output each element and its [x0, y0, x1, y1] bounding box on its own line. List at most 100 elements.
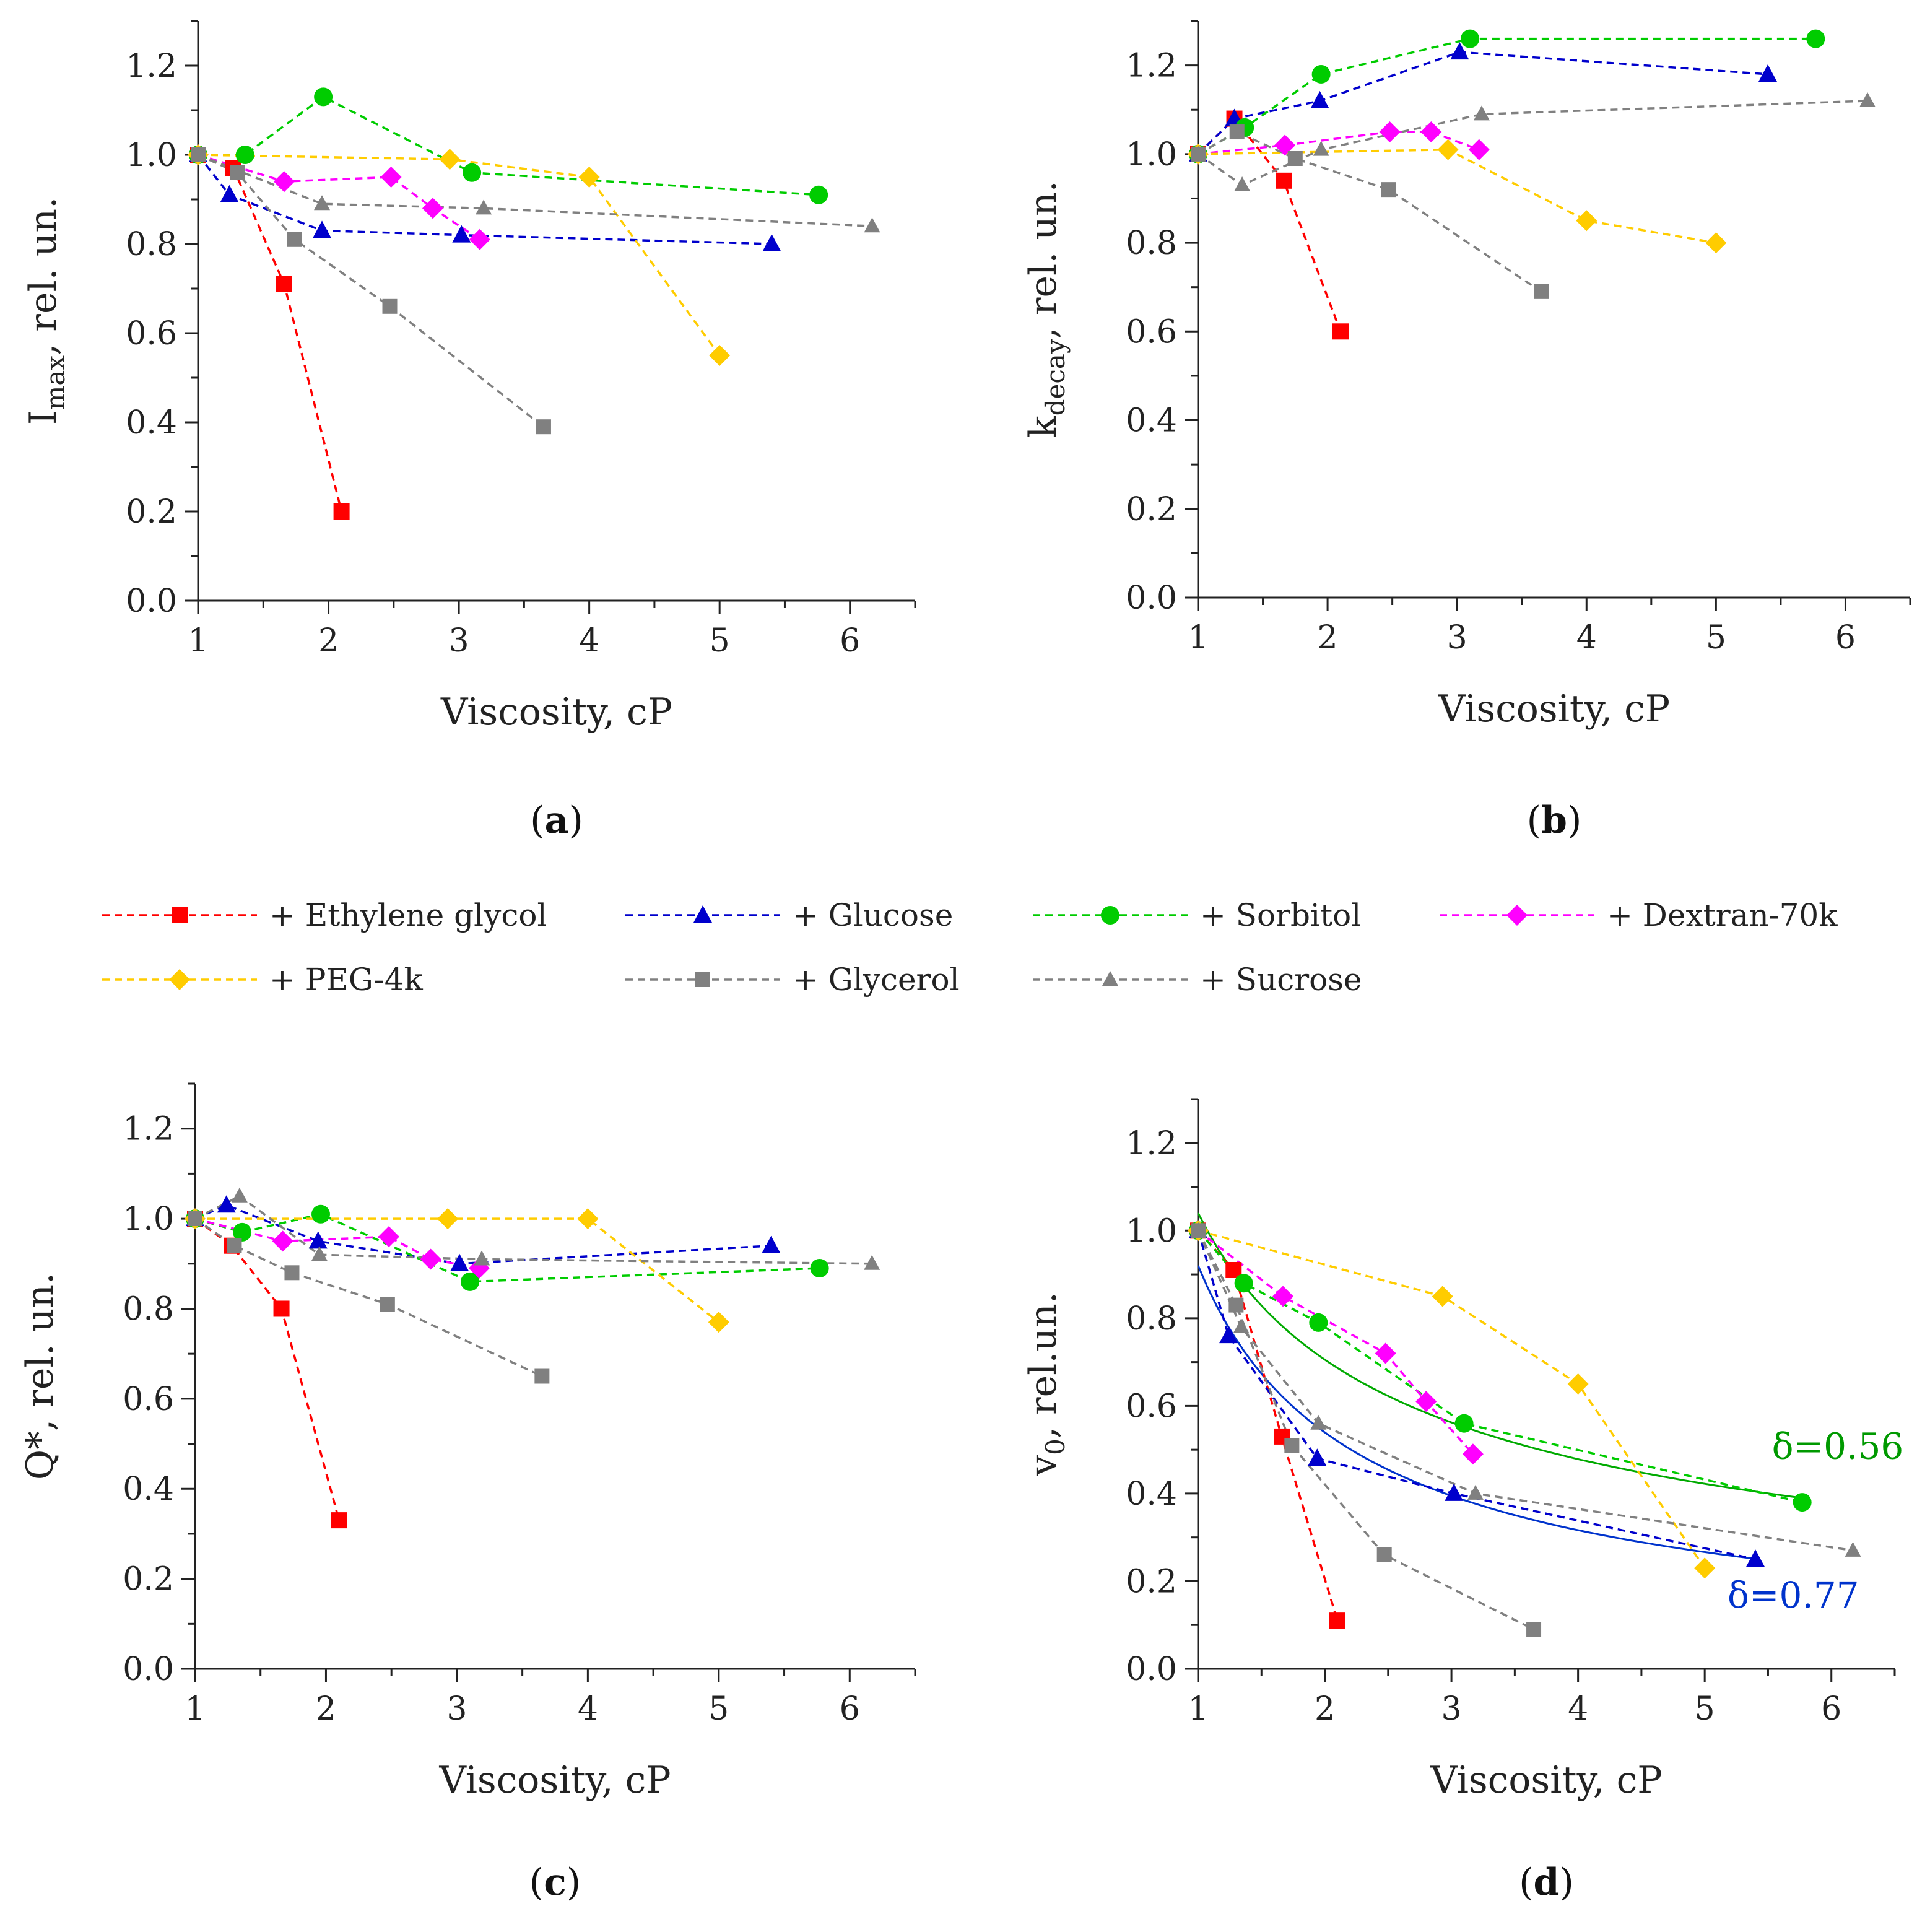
data-point-sorbitol	[810, 1259, 829, 1278]
data-point-dextran-70k	[1375, 1342, 1396, 1364]
legend-marker	[1102, 971, 1118, 986]
y-tick-label: 0.0	[123, 1651, 174, 1688]
data-point-ethylene-glycol	[273, 1300, 290, 1317]
legend-marker	[1506, 905, 1528, 926]
data-point-peg-4k	[1576, 210, 1597, 232]
data-point-dextran-70k	[1468, 139, 1490, 160]
x-tick-label: 1	[185, 1690, 205, 1728]
data-point-glucose	[762, 234, 781, 251]
data-point-sucrose	[1190, 145, 1206, 160]
data-point-peg-4k	[577, 1208, 599, 1230]
data-point-sucrose	[1233, 1318, 1250, 1333]
x-tick-label: 6	[1821, 1690, 1841, 1728]
legend-item-ethylene-glycol: + Ethylene glycol	[102, 897, 547, 933]
data-point-glycerol	[1526, 1622, 1542, 1637]
panel-label: (d)	[1519, 1861, 1574, 1904]
panel-label: (b)	[1527, 799, 1582, 842]
data-point-sorbitol	[314, 87, 333, 107]
legend-marker	[1101, 906, 1119, 925]
y-axis-label-rest: , rel.un.	[1022, 1292, 1065, 1438]
panel-d: 1 2 3 4 5 6 0.0 0.2 0.4 0.6 0.8 1.0 1.2 Viscosity, cP…	[1022, 1098, 1904, 1904]
data-point-sorbitol	[311, 1204, 330, 1224]
x-tick-label: 6	[840, 622, 860, 659]
data-point-sucrose	[187, 1210, 203, 1225]
fit-curve-sorbitol-fit	[1197, 1212, 1802, 1499]
x-tick-label: 2	[318, 622, 339, 659]
fit-annotation: δ=0.56	[1772, 1425, 1904, 1467]
y-tick-label: 0.0	[126, 583, 177, 620]
y-axis-label-rest: , rel. un.	[22, 197, 65, 355]
series-line-peg-4k	[1198, 148, 1716, 244]
data-point-sucrose	[864, 1255, 880, 1270]
panel-label: (a)	[530, 799, 583, 842]
y-tick-label: 1.2	[1126, 1125, 1177, 1162]
data-point-sucrose	[1234, 176, 1251, 191]
y-tick-label: 0.6	[1126, 313, 1177, 350]
y-axis-label: Imax, rel. un.	[22, 197, 71, 425]
y-tick-label: 0.2	[126, 494, 177, 531]
x-tick-label: 2	[316, 1690, 336, 1728]
y-axis-label-main: I	[22, 410, 65, 425]
y-tick-label: 0.8	[1126, 225, 1177, 262]
panel-a: 1 2 3 4 5 6 0.0 0.2 0.4 0.6 0.8 1.0 1.2 Viscosity, cP…	[22, 20, 916, 842]
data-point-peg-4k	[1437, 139, 1459, 160]
data-point-glucose	[452, 225, 471, 243]
data-point-dextran-70k	[420, 1248, 441, 1270]
data-point-sorbitol	[461, 1272, 480, 1291]
y-axis-label-main: v	[1022, 1455, 1065, 1477]
data-point-sucrose	[864, 217, 880, 233]
data-point-sucrose	[1845, 1541, 1861, 1557]
y-tick-label: 1.2	[123, 1111, 174, 1148]
x-tick-label: 5	[710, 622, 730, 659]
legend-label: + Dextran-70k	[1607, 897, 1838, 933]
panel-label: (c)	[529, 1861, 581, 1904]
data-point-glucose	[1310, 90, 1329, 108]
x-tick-label: 4	[1576, 619, 1597, 656]
data-point-glycerol	[382, 298, 398, 314]
data-point-sorbitol	[809, 185, 828, 204]
x-axis-label: Viscosity, cP	[1438, 687, 1670, 731]
data-point-glucose	[762, 1235, 781, 1253]
y-tick-label: 1.0	[1126, 136, 1177, 173]
data-point-sorbitol	[1309, 1313, 1328, 1332]
data-point-sucrose	[1473, 105, 1490, 121]
legend-marker	[695, 972, 710, 987]
x-tick-label: 1	[188, 622, 208, 659]
y-tick-label: 0.4	[1126, 1476, 1177, 1513]
y-tick-label: 0.2	[1126, 491, 1177, 528]
data-point-glucose	[1746, 1549, 1765, 1567]
y-axis-label: kdecay, rel. un.	[1022, 180, 1071, 438]
data-point-sorbitol	[1311, 64, 1331, 84]
y-tick-label: 0.4	[123, 1471, 174, 1508]
data-point-sorbitol	[1461, 29, 1480, 48]
y-axis-label-sub: 0	[1040, 1438, 1071, 1455]
panel-b: 1 2 3 4 5 6 0.0 0.2 0.4 0.6 0.8 1.0 1.2 Viscosity, cP…	[1022, 20, 1911, 842]
legend-item-peg-4k: + PEG-4k	[102, 962, 424, 998]
x-axis-label: Viscosity, cP	[440, 690, 672, 734]
y-axis-label: Q*, rel. un.	[19, 1273, 62, 1480]
legend-item-sucrose: + Sucrose	[1033, 962, 1362, 998]
series-line-peg-4k	[1198, 1229, 1706, 1569]
fit-annotation: δ=0.77	[1728, 1574, 1859, 1616]
data-point-ethylene-glycol	[1332, 323, 1349, 340]
x-tick-label: 4	[579, 622, 599, 659]
series-line-dextran-70k	[194, 1217, 480, 1269]
data-point-dextran-70k	[1272, 1286, 1294, 1307]
series-line-peg-4k	[198, 154, 721, 357]
x-tick-label: 1	[1188, 1690, 1208, 1728]
y-tick-label: 0.8	[1126, 1300, 1177, 1338]
y-axis-label-sub: decay	[1040, 339, 1071, 416]
data-point-peg-4k	[1705, 232, 1727, 254]
legend-item-sorbitol: + Sorbitol	[1033, 897, 1361, 933]
data-point-glycerol	[227, 1238, 242, 1253]
data-point-dextran-70k	[469, 228, 490, 250]
series-line-glycerol	[1198, 131, 1542, 293]
data-point-sorbitol	[233, 1222, 252, 1242]
y-axis-label-sub: max	[40, 355, 71, 411]
x-tick-label: 3	[1447, 619, 1467, 656]
data-point-sorbitol	[1234, 1274, 1253, 1293]
data-point-glucose	[1219, 1326, 1238, 1344]
x-tick-label: 4	[578, 1690, 598, 1728]
x-tick-label: 5	[708, 1690, 729, 1728]
